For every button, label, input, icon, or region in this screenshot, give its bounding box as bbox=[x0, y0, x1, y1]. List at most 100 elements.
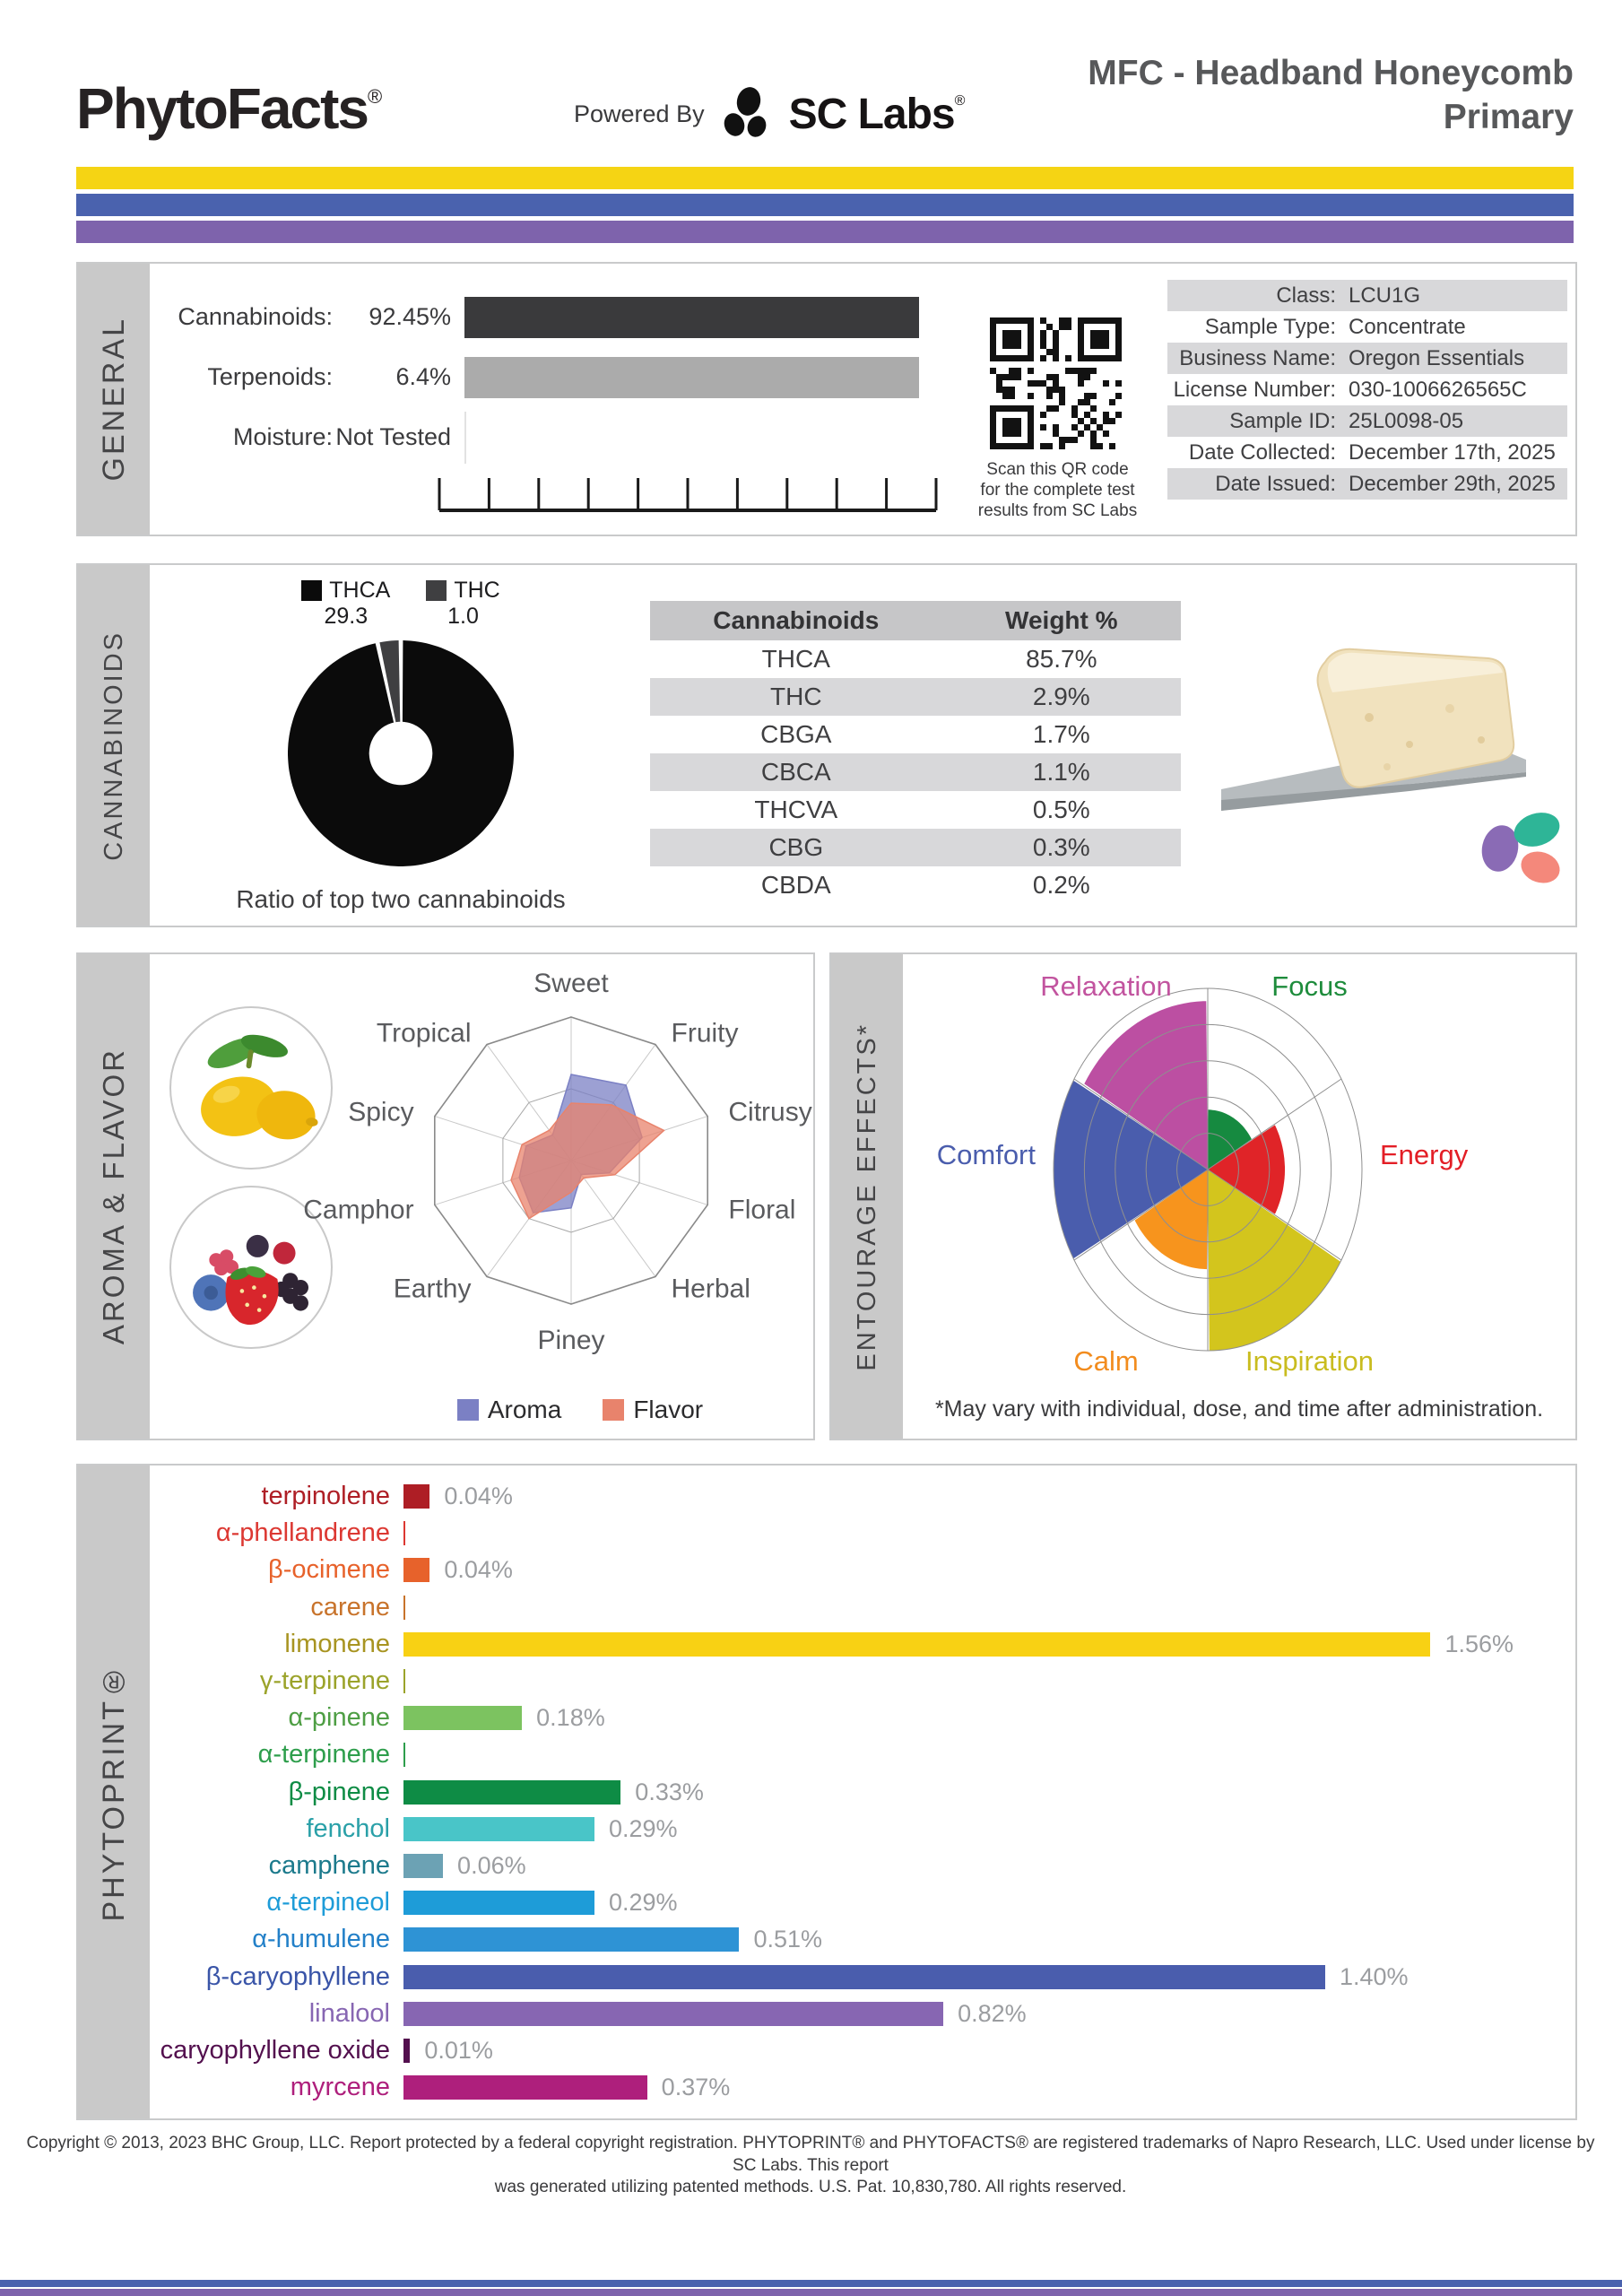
footer-stripe-blue bbox=[0, 2280, 1622, 2287]
qr-module bbox=[990, 437, 996, 443]
qr-module bbox=[1084, 374, 1090, 380]
terpene-label: α-terpinene bbox=[257, 1740, 390, 1770]
brand-dot-salmon bbox=[1521, 851, 1560, 883]
qr-module bbox=[1065, 355, 1071, 361]
qr-module bbox=[1090, 393, 1097, 399]
terpene-label: terpinolene bbox=[261, 1482, 391, 1511]
footer-stripe-purple bbox=[0, 2289, 1622, 2296]
terpene-bar bbox=[403, 2001, 944, 2026]
terpene-label: α-pinene bbox=[288, 1703, 390, 1733]
qr-module bbox=[1028, 355, 1034, 361]
cannabinoid-ratio-block: THCA 29.3 THC 1.0 Ratio of top two cannabin… bbox=[235, 578, 567, 914]
qr-module bbox=[1002, 424, 1009, 430]
qr-module bbox=[1009, 405, 1015, 412]
aroma-flavor-section: AROMA & FLAVOR bbox=[76, 952, 815, 1440]
radar-legend: Aroma Flavor bbox=[347, 1396, 813, 1424]
radar-series-Flavor bbox=[510, 1102, 665, 1220]
qr-module bbox=[990, 412, 996, 418]
report-title: MFC - Headband Honeycomb Primary bbox=[1088, 52, 1574, 140]
entourage-content: Focus Energy Inspiration Calm Comfort Relaxat… bbox=[903, 954, 1575, 1439]
qr-module bbox=[1065, 368, 1071, 374]
metric-value: 92.45% bbox=[369, 303, 451, 330]
qr-module bbox=[1028, 324, 1034, 330]
qr-module bbox=[1053, 336, 1059, 343]
qr-module bbox=[1053, 374, 1059, 380]
qr-module bbox=[1097, 355, 1103, 361]
donut-legend: THCA 29.3 THC 1.0 bbox=[235, 578, 567, 630]
radar-axis-label: Spicy bbox=[348, 1098, 413, 1127]
qr-module bbox=[1009, 374, 1015, 380]
qr-module bbox=[1115, 393, 1122, 399]
terpene-row: myrcene 0.37% bbox=[150, 2069, 1575, 2106]
terpene-bar bbox=[403, 1743, 405, 1768]
radar-axis-label: Sweet bbox=[533, 969, 609, 998]
qr-module bbox=[1021, 405, 1028, 412]
qr-module bbox=[1097, 336, 1103, 343]
radar-axis-label: Fruity bbox=[672, 1019, 739, 1048]
table-cell: 2.9% bbox=[1032, 683, 1090, 710]
qr-module bbox=[1009, 418, 1015, 424]
qr-module bbox=[1109, 418, 1115, 424]
info-label: Class: bbox=[1276, 283, 1336, 308]
table-row: CBGA 1.7% bbox=[650, 716, 1181, 753]
registered-mark: ® bbox=[954, 92, 966, 109]
qr-module bbox=[1071, 412, 1078, 418]
qr-module bbox=[1009, 368, 1015, 374]
cannabinoids-section: CANNABINOIDS THCA 29.3 THC 1.0 Ratio of top… bbox=[76, 563, 1577, 927]
general-content: Cannabinoids: 92.45% Terpenoids: 6.4% Moistu… bbox=[150, 264, 1575, 535]
qr-module bbox=[1040, 412, 1046, 418]
qr-module bbox=[1109, 443, 1115, 449]
column-header: Weight % bbox=[1005, 606, 1118, 634]
qr-module bbox=[1078, 430, 1084, 437]
qr-module bbox=[1078, 399, 1084, 405]
terpene-label: caryophyllene oxide bbox=[160, 2035, 390, 2065]
donut-legend-item: THC 1.0 bbox=[426, 578, 500, 630]
terpene-bar bbox=[403, 1853, 444, 1878]
metric-bar-track bbox=[464, 296, 933, 338]
qr-module bbox=[1084, 412, 1090, 418]
terpene-label: γ-terpinene bbox=[259, 1666, 390, 1696]
donut-legend-item: THCA 29.3 bbox=[301, 578, 390, 630]
copyright-line-2: was generated utilizing patented methods… bbox=[494, 2178, 1127, 2197]
terpene-bar-track: 0.04% bbox=[403, 1556, 1575, 1584]
qr-module bbox=[1015, 443, 1021, 449]
qr-module bbox=[1040, 424, 1046, 430]
qr-module bbox=[996, 317, 1002, 324]
qr-module bbox=[996, 380, 1002, 387]
qr-module bbox=[1097, 424, 1103, 430]
terpene-row: γ-terpinene bbox=[150, 1663, 1575, 1700]
entourage-sector-Comfort bbox=[1054, 1080, 1208, 1259]
terpene-value: 1.56% bbox=[1444, 1630, 1514, 1657]
polar-boundary bbox=[1207, 1169, 1342, 1261]
qr-module bbox=[1040, 343, 1046, 349]
qr-module bbox=[990, 424, 996, 430]
cannabinoids-content: THCA 29.3 THC 1.0 Ratio of top two cannabin… bbox=[150, 565, 1575, 926]
qr-module bbox=[1059, 437, 1065, 443]
radar-axis-label: Floral bbox=[728, 1195, 795, 1224]
qr-module bbox=[1115, 380, 1122, 387]
terpene-label: linalool bbox=[308, 1998, 390, 2028]
qr-module bbox=[1009, 317, 1015, 324]
qr-module bbox=[1009, 424, 1015, 430]
terpene-label: α-humulene bbox=[252, 1925, 390, 1954]
terpene-bar bbox=[403, 1816, 594, 1841]
terpene-value: 0.18% bbox=[536, 1704, 605, 1732]
info-value: Concentrate bbox=[1349, 314, 1466, 339]
qr-module bbox=[1103, 412, 1109, 418]
qr-module bbox=[1053, 330, 1059, 336]
qr-module bbox=[1002, 330, 1009, 336]
terpene-value: 0.06% bbox=[457, 1851, 526, 1879]
qr-module bbox=[1009, 343, 1015, 349]
table-cell: CBG bbox=[768, 833, 824, 861]
qr-code bbox=[988, 316, 1124, 452]
lemon-image bbox=[169, 1006, 333, 1170]
entourage-section-label: ENTOURAGE EFFECTS* bbox=[852, 1022, 881, 1371]
qr-module bbox=[1053, 349, 1059, 355]
radar-legend-item: Flavor bbox=[603, 1396, 703, 1424]
info-label: Date Collected: bbox=[1188, 439, 1336, 465]
qr-module bbox=[1034, 380, 1040, 387]
qr-module bbox=[1109, 317, 1115, 324]
entourage-polar-chart: Focus Energy Inspiration Calm Comfort Relaxat… bbox=[937, 970, 1469, 1377]
qr-module bbox=[1071, 424, 1078, 430]
